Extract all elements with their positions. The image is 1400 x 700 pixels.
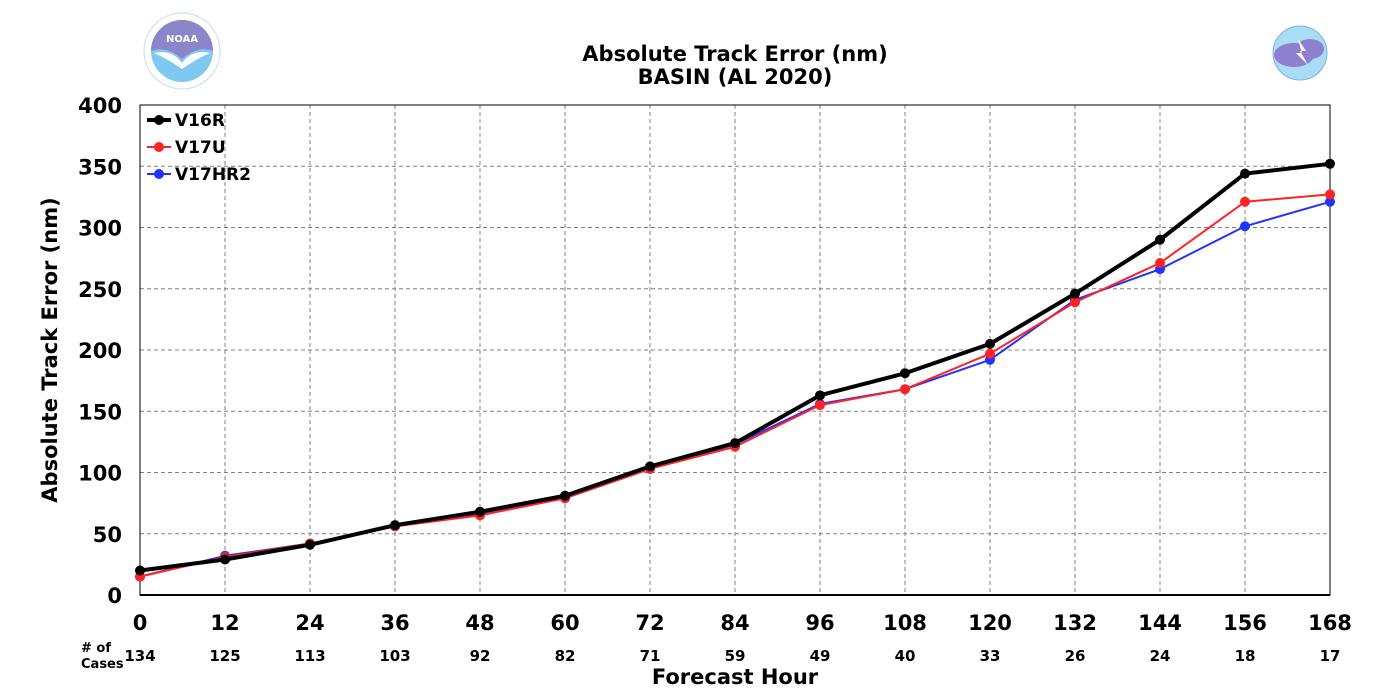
cases-count: 49 bbox=[810, 647, 831, 665]
data-point-v16r bbox=[1240, 168, 1250, 179]
data-point-v16r bbox=[900, 368, 910, 379]
data-point-v16r bbox=[645, 461, 655, 472]
x-tick-label: 84 bbox=[720, 611, 749, 635]
data-point-v17u bbox=[1070, 297, 1080, 308]
x-tick-label: 96 bbox=[805, 611, 834, 635]
x-tick-label: 72 bbox=[635, 611, 664, 635]
cases-count: 113 bbox=[294, 647, 325, 665]
legend-marker-v17u bbox=[154, 142, 164, 152]
noaa-logo-text: NOAA bbox=[166, 34, 198, 45]
cases-count: 24 bbox=[1150, 647, 1171, 665]
data-point-v16r bbox=[1325, 158, 1335, 169]
data-point-v16r bbox=[985, 338, 995, 349]
cases-label-line2: Cases bbox=[81, 657, 124, 672]
data-point-v17hr2 bbox=[1240, 221, 1250, 232]
cases-count: 71 bbox=[640, 647, 661, 665]
legend-label-v17hr2: V17HR2 bbox=[175, 165, 251, 185]
x-tick-label: 144 bbox=[1138, 611, 1182, 635]
x-tick-label: 108 bbox=[883, 611, 927, 635]
y-tick-label: 50 bbox=[93, 523, 122, 547]
cases-count: 17 bbox=[1320, 647, 1341, 665]
data-point-v17u bbox=[815, 400, 825, 411]
cases-label-line1: # of bbox=[81, 641, 111, 656]
cases-count: 18 bbox=[1235, 647, 1256, 665]
x-tick-label: 156 bbox=[1223, 611, 1267, 635]
cases-count: 103 bbox=[379, 647, 410, 665]
chart-subtitle: BASIN (AL 2020) bbox=[638, 65, 833, 89]
chart-title: Absolute Track Error (nm) bbox=[582, 42, 887, 66]
y-axis-label: Absolute Track Error (nm) bbox=[38, 197, 62, 502]
y-tick-label: 300 bbox=[78, 217, 122, 241]
cases-count: 33 bbox=[980, 647, 1001, 665]
noaa-logo: NOAA bbox=[143, 12, 221, 90]
data-point-v16r bbox=[815, 390, 825, 401]
x-tick-label: 0 bbox=[133, 611, 148, 635]
cases-count: 59 bbox=[725, 647, 746, 665]
cases-count: 92 bbox=[470, 647, 491, 665]
legend-marker-v17hr2 bbox=[154, 169, 164, 179]
y-tick-label: 150 bbox=[78, 400, 122, 424]
data-point-v16r bbox=[560, 490, 570, 501]
x-tick-label: 48 bbox=[465, 611, 494, 635]
x-tick-label: 60 bbox=[550, 611, 579, 635]
data-point-v17u bbox=[1240, 196, 1250, 207]
y-tick-label: 200 bbox=[78, 339, 122, 363]
legend-label-v16r: V16R bbox=[175, 111, 225, 131]
data-point-v16r bbox=[220, 554, 230, 565]
y-tick-label: 0 bbox=[107, 584, 122, 608]
nws-logo bbox=[1262, 15, 1338, 91]
x-tick-label: 168 bbox=[1308, 611, 1352, 635]
cases-count: 40 bbox=[895, 647, 916, 665]
data-point-v16r bbox=[1070, 288, 1080, 299]
cases-count: 82 bbox=[555, 647, 576, 665]
data-point-v16r bbox=[390, 520, 400, 531]
x-tick-label: 132 bbox=[1053, 611, 1097, 635]
data-point-v17u bbox=[1155, 258, 1165, 269]
data-point-v16r bbox=[1155, 234, 1165, 245]
data-point-v16r bbox=[135, 565, 145, 576]
y-tick-label: 100 bbox=[78, 462, 122, 486]
data-point-v17u bbox=[900, 384, 910, 395]
y-tick-label: 250 bbox=[78, 278, 122, 302]
x-tick-label: 24 bbox=[295, 611, 324, 635]
data-point-v17u bbox=[985, 348, 995, 359]
data-point-v16r bbox=[730, 438, 740, 449]
data-point-v17hr2 bbox=[1325, 196, 1335, 207]
y-tick-label: 350 bbox=[78, 155, 122, 179]
x-tick-label: 120 bbox=[968, 611, 1012, 635]
cases-count: 134 bbox=[124, 647, 155, 665]
cases-count: 26 bbox=[1065, 647, 1086, 665]
x-tick-label: 36 bbox=[380, 611, 409, 635]
y-tick-label: 400 bbox=[78, 94, 122, 118]
cases-count: 125 bbox=[209, 647, 240, 665]
x-tick-label: 12 bbox=[210, 611, 239, 635]
x-axis-label: Forecast Hour bbox=[652, 665, 819, 689]
legend-label-v17u: V17U bbox=[175, 138, 226, 158]
data-point-v17u bbox=[1325, 189, 1335, 200]
legend-marker-v16r bbox=[154, 115, 164, 125]
data-point-v16r bbox=[475, 506, 485, 517]
data-point-v16r bbox=[305, 539, 315, 550]
